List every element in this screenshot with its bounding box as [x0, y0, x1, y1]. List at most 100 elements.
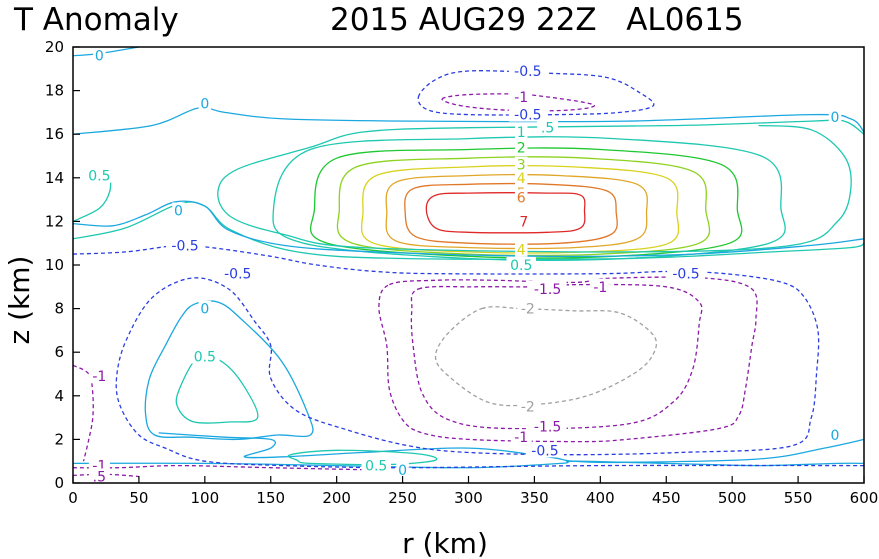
x-tick-label: 50 — [129, 489, 148, 507]
contour-label: 0.5 — [88, 169, 110, 185]
contour-line — [385, 174, 648, 250]
contour-label: 0 — [831, 110, 840, 126]
contour-line — [158, 432, 865, 464]
x-tick-label: 500 — [718, 489, 747, 507]
y-tick-label: 0 — [54, 474, 64, 492]
contour-line — [441, 93, 596, 112]
contour-label: -1 — [514, 430, 528, 446]
contour-label-background — [514, 189, 528, 205]
contour-line — [72, 473, 139, 478]
contour-label: .5 — [541, 121, 554, 137]
y-tick-label: 10 — [45, 256, 64, 274]
contour-line — [144, 300, 314, 441]
contour-line — [72, 46, 140, 57]
contour-line — [72, 244, 865, 469]
contour-label-background — [828, 108, 842, 124]
y-axis: 0 2 4 6 8 10 12 14 16 18 20 — [45, 38, 80, 492]
contour-label: 0.5 — [194, 350, 216, 366]
contour-line — [417, 70, 655, 116]
contour-line — [175, 353, 259, 424]
contour-label: -1.5 — [534, 419, 561, 435]
contour-label: 7 — [519, 214, 528, 230]
contour-label: -0.5 — [224, 267, 251, 283]
contour-line — [217, 119, 865, 253]
contour-line — [72, 464, 377, 471]
contour-label: 4 — [517, 243, 526, 259]
contour-label-background — [828, 427, 842, 443]
contour-label-background — [528, 280, 567, 296]
contour-label: 1 — [517, 125, 526, 141]
contour-lines — [72, 46, 865, 478]
contour-label-background — [667, 265, 706, 281]
x-tick-label: 100 — [191, 489, 220, 507]
contour-label-background — [93, 47, 106, 63]
contour-label: 0 — [200, 97, 209, 113]
contour-line — [287, 449, 438, 466]
contour-label-background — [396, 461, 409, 477]
contour-label: -0.5 — [672, 267, 699, 283]
contour-label: 4 — [517, 171, 526, 187]
contour-line — [72, 106, 865, 135]
y-tick-label: 4 — [54, 387, 64, 405]
contour-label: -1 — [92, 369, 106, 385]
contour-label: 2 — [517, 140, 526, 156]
contour-label: -0.5 — [514, 64, 541, 80]
contour-label-background — [517, 300, 539, 316]
contour-label-background — [510, 429, 532, 445]
contour-label-background — [528, 418, 567, 434]
contour-label: 0 — [174, 204, 183, 220]
chart-title-right: 2015 AUG29 22Z AL0615 — [330, 2, 744, 38]
contour-label-background — [506, 257, 536, 272]
y-tick-label: 8 — [54, 300, 64, 318]
contour-label-background — [510, 89, 532, 105]
y-tick-label: 16 — [45, 125, 64, 143]
contour-label: 0 — [398, 463, 407, 479]
contour-label: -0.5 — [514, 108, 541, 124]
y-tick-label: 2 — [54, 430, 64, 448]
x-tick-label: 550 — [784, 489, 813, 507]
y-tick-label: 18 — [45, 82, 64, 100]
contour-line — [378, 276, 758, 443]
contour-label: -1 — [514, 90, 528, 106]
contour-label: 0 — [831, 428, 840, 444]
x-tick-label: 350 — [520, 489, 549, 507]
contour-label-background — [514, 139, 528, 155]
contour-label: 6 — [517, 190, 526, 206]
x-axis: 0 50 100 150 200 250 300 350 400 450 500 550 600 — [68, 476, 878, 507]
contour-line — [434, 306, 658, 407]
contour-label-background — [190, 348, 220, 364]
contour-line — [72, 364, 94, 462]
x-tick-label: 400 — [586, 489, 615, 507]
contour-label-background — [218, 265, 257, 281]
contour-line — [404, 183, 618, 245]
y-tick-label: 20 — [45, 38, 64, 56]
contour-label: 0 — [95, 49, 104, 65]
contour-label-background — [514, 241, 528, 257]
contour-line — [410, 283, 703, 430]
contour-label: -1.5 — [534, 282, 561, 298]
contour-label-background — [517, 398, 539, 414]
contour-label-background — [84, 167, 115, 183]
x-tick-label: 0 — [68, 489, 78, 507]
contour-label-background — [525, 442, 564, 458]
contour-label-background — [508, 106, 547, 122]
contour-label-background — [508, 62, 547, 78]
contour-label: -0.5 — [171, 238, 198, 254]
x-tick-label: 200 — [322, 489, 351, 507]
x-tick-label: 300 — [454, 489, 483, 507]
contour-label-background — [361, 457, 391, 473]
contour-label-background — [166, 237, 205, 253]
contour-label-background — [589, 278, 611, 294]
contour-label-background — [514, 156, 528, 172]
contour-labels: 0-0.5-10-0.50.51230.5456074-0.50.5-0.5-0… — [84, 47, 842, 485]
contour-label: -0.5 — [531, 443, 558, 459]
x-tick-label: 600 — [850, 489, 879, 507]
y-tick-label: 14 — [45, 169, 64, 187]
y-axis-label: z (km) — [3, 256, 36, 345]
contour-label-background — [514, 124, 528, 140]
contour-label-background — [88, 368, 110, 384]
contour-line — [336, 156, 711, 257]
plot-frame — [72, 46, 865, 484]
y-tick-label: 6 — [54, 343, 64, 361]
